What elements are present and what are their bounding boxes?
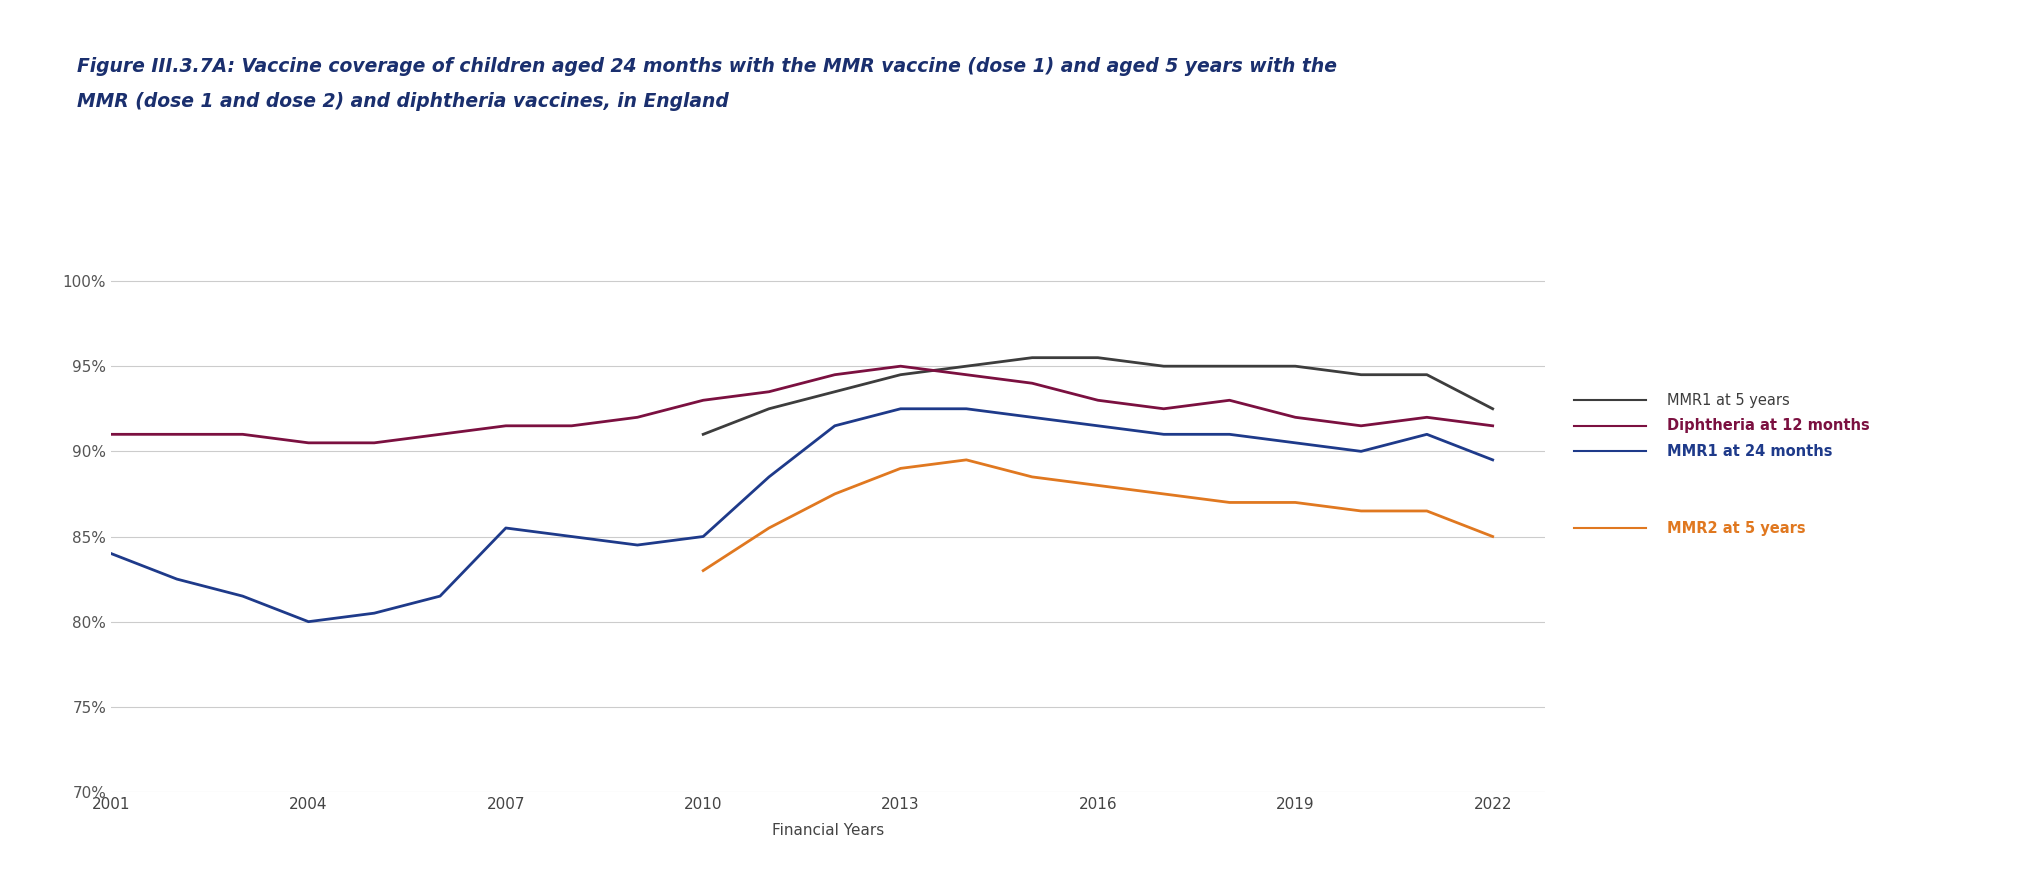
- Text: MMR2 at 5 years: MMR2 at 5 years: [1666, 520, 1806, 536]
- Text: MMR1 at 24 months: MMR1 at 24 months: [1666, 444, 1832, 458]
- X-axis label: Financial Years: Financial Years: [772, 823, 885, 838]
- Text: Diphtheria at 12 months: Diphtheria at 12 months: [1666, 418, 1871, 433]
- Text: Figure III.3.7A: Vaccine coverage of children aged 24 months with the MMR vaccin: Figure III.3.7A: Vaccine coverage of chi…: [77, 57, 1337, 77]
- Text: MMR (dose 1 and dose 2) and diphtheria vaccines, in England: MMR (dose 1 and dose 2) and diphtheria v…: [77, 92, 729, 112]
- Text: MMR1 at 5 years: MMR1 at 5 years: [1666, 392, 1790, 407]
